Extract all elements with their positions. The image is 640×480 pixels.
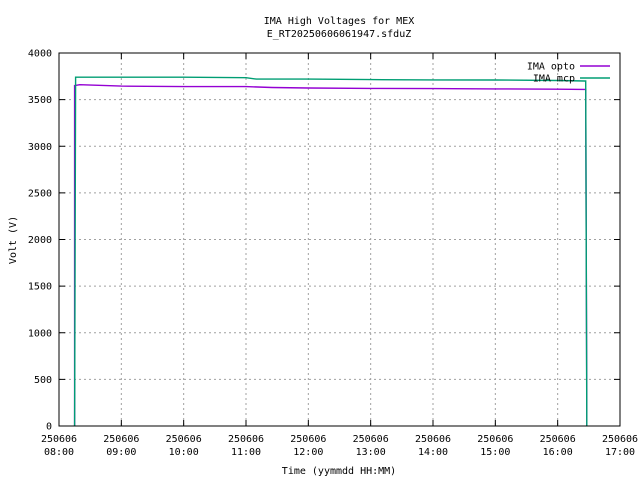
- x-tick-date: 250606: [228, 434, 264, 445]
- x-tick-date: 250606: [415, 434, 451, 445]
- y-axis-label: Volt (V): [8, 216, 19, 264]
- x-tick-date: 250606: [41, 434, 77, 445]
- series-line-0: [73, 83, 588, 426]
- y-tick-label: 2500: [28, 188, 52, 199]
- legend-label: IMA opto: [527, 62, 575, 73]
- x-tick-time: 10:00: [169, 447, 199, 458]
- y-tick-label: 3500: [28, 95, 52, 106]
- x-tick-date: 250606: [166, 434, 202, 445]
- x-tick-time: 15:00: [480, 447, 510, 458]
- x-tick-time: 14:00: [418, 447, 448, 458]
- y-tick-label: 1500: [28, 282, 52, 293]
- x-tick-date: 250606: [540, 434, 576, 445]
- y-tick-label: 500: [34, 375, 52, 386]
- x-tick-time: 13:00: [356, 447, 386, 458]
- x-tick-date: 250606: [103, 434, 139, 445]
- chart-title: IMA High Voltages for MEX: [264, 16, 415, 27]
- x-tick-time: 09:00: [106, 447, 136, 458]
- legend-label: IMA mcp: [533, 74, 575, 85]
- y-tick-label: 1000: [28, 328, 52, 339]
- y-tick-label: 0: [46, 422, 52, 433]
- x-axis: 250606 08:00 250606 09:00 250606 10:00 250606 1…: [41, 53, 638, 458]
- x-tick-time: 17:00: [605, 447, 635, 458]
- chart-subtitle: E_RT20250606061947.sfduZ: [267, 29, 412, 40]
- x-tick-date: 250606: [477, 434, 513, 445]
- y-axis: 0 500 1000 1500 2000 2500 3000 3500 4000: [28, 49, 620, 433]
- x-tick-date: 250606: [353, 434, 389, 445]
- x-tick-time: 08:00: [44, 447, 74, 458]
- y-tick-label: 4000: [28, 49, 52, 60]
- y-tick-label: 3000: [28, 142, 52, 153]
- x-tick-date: 250606: [602, 434, 638, 445]
- x-tick-time: 11:00: [231, 447, 261, 458]
- series-lines: [73, 76, 588, 427]
- x-tick-time: 12:00: [293, 447, 323, 458]
- x-axis-label: Time (yymmdd HH:MM): [282, 466, 396, 477]
- series-line-1: [73, 76, 588, 427]
- x-tick-time: 16:00: [543, 447, 573, 458]
- x-tick-date: 250606: [290, 434, 326, 445]
- grid: [59, 53, 620, 426]
- y-tick-label: 2000: [28, 235, 52, 246]
